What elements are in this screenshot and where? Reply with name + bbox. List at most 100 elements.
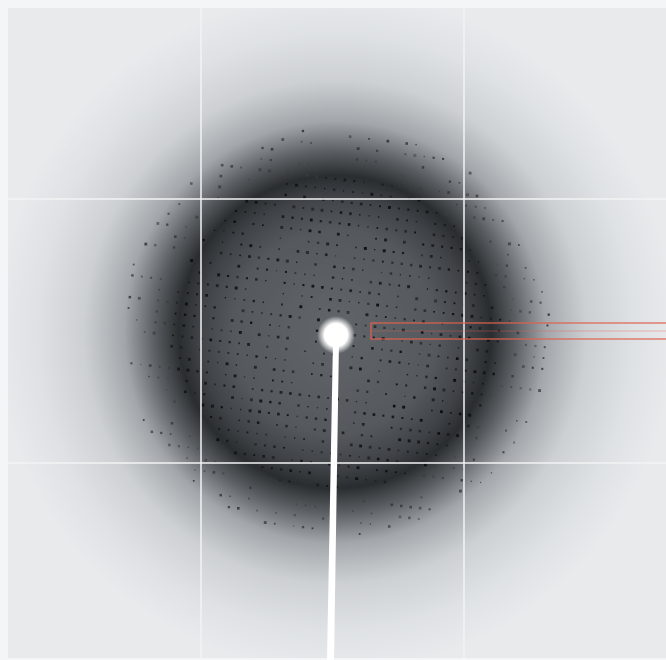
- reflection: [281, 304, 283, 306]
- reflection: [401, 417, 403, 419]
- reflection: [367, 226, 368, 227]
- reflection: [514, 353, 517, 356]
- reflection: [306, 416, 308, 418]
- reflection: [367, 457, 370, 460]
- reflection: [352, 191, 354, 193]
- reflection: [447, 191, 450, 194]
- reflection: [204, 459, 207, 462]
- reflection: [426, 453, 428, 455]
- reflection: [143, 419, 145, 421]
- reflection: [230, 165, 233, 168]
- reflection: [367, 380, 370, 383]
- reflection: [154, 321, 156, 323]
- reflection: [368, 138, 370, 140]
- reflection: [360, 203, 363, 206]
- reflection: [341, 200, 344, 203]
- reflection: [436, 443, 438, 445]
- reflection: [478, 262, 479, 263]
- reflection: [151, 431, 154, 434]
- reflection: [220, 252, 223, 255]
- reflection: [215, 218, 217, 220]
- reflection: [347, 311, 350, 314]
- reflection: [435, 377, 437, 379]
- reflection: [423, 474, 426, 477]
- reflection: [235, 287, 238, 290]
- reflection: [413, 396, 415, 398]
- reflection: [408, 439, 411, 442]
- reflection: [272, 456, 275, 459]
- reflection: [391, 185, 392, 186]
- reflection: [424, 463, 427, 466]
- reflection: [449, 423, 451, 425]
- reflection: [291, 382, 292, 383]
- reflection: [246, 277, 248, 279]
- reflection: [390, 272, 393, 275]
- reflection: [397, 296, 399, 298]
- reflection: [330, 376, 332, 378]
- reflection: [465, 358, 468, 361]
- reflection: [205, 294, 208, 297]
- reflection: [508, 242, 511, 245]
- reflection: [440, 257, 441, 258]
- reflection: [513, 442, 515, 444]
- reflection: [346, 399, 349, 402]
- reflection: [280, 468, 282, 470]
- reflection: [431, 410, 433, 412]
- reflection: [371, 513, 373, 515]
- reflection: [348, 223, 351, 226]
- reflection: [393, 405, 396, 408]
- reflection: [384, 239, 387, 242]
- reflection: [354, 411, 356, 413]
- reflection: [483, 371, 486, 374]
- reflection: [280, 238, 282, 240]
- reflection: [491, 306, 494, 309]
- reflection: [398, 362, 400, 364]
- reflection: [314, 275, 316, 277]
- reflection: [229, 341, 231, 343]
- reflection: [340, 211, 342, 213]
- reflection: [386, 228, 389, 231]
- reflection: [277, 413, 280, 416]
- reflection: [208, 350, 210, 352]
- reflection: [476, 272, 478, 274]
- reflection: [227, 275, 229, 277]
- reflection: [300, 460, 302, 462]
- reflection: [510, 310, 511, 311]
- reflection: [326, 485, 328, 487]
- reflection: [504, 275, 506, 277]
- reflection: [445, 290, 447, 292]
- reflection: [394, 317, 396, 319]
- reflection: [193, 326, 194, 327]
- reflection: [289, 392, 292, 395]
- reflection: [359, 368, 362, 371]
- reflection: [385, 316, 387, 318]
- reflection: [419, 353, 420, 354]
- reflection: [221, 329, 223, 331]
- reflection: [401, 263, 403, 265]
- reflection: [422, 166, 425, 169]
- reflection: [262, 466, 264, 468]
- reflection: [252, 311, 254, 313]
- reflection: [222, 242, 223, 243]
- reflection: [286, 183, 288, 185]
- reflection: [428, 277, 430, 279]
- reflection: [144, 331, 146, 333]
- reflection: [191, 336, 194, 339]
- reflection: [340, 289, 342, 291]
- reflection: [187, 369, 190, 372]
- reflection: [245, 200, 248, 203]
- reflection: [215, 461, 216, 462]
- reflection: [265, 202, 267, 204]
- reflection: [203, 239, 205, 241]
- reflection: [377, 227, 379, 229]
- reflection: [216, 438, 219, 441]
- reflection: [265, 357, 267, 359]
- reflection: [366, 313, 369, 316]
- reflection: [395, 471, 397, 473]
- reflection: [231, 396, 234, 399]
- reflection: [214, 306, 216, 308]
- reflection: [193, 315, 195, 317]
- reflection: [349, 212, 352, 215]
- reflection: [239, 420, 241, 422]
- reflection: [255, 355, 257, 357]
